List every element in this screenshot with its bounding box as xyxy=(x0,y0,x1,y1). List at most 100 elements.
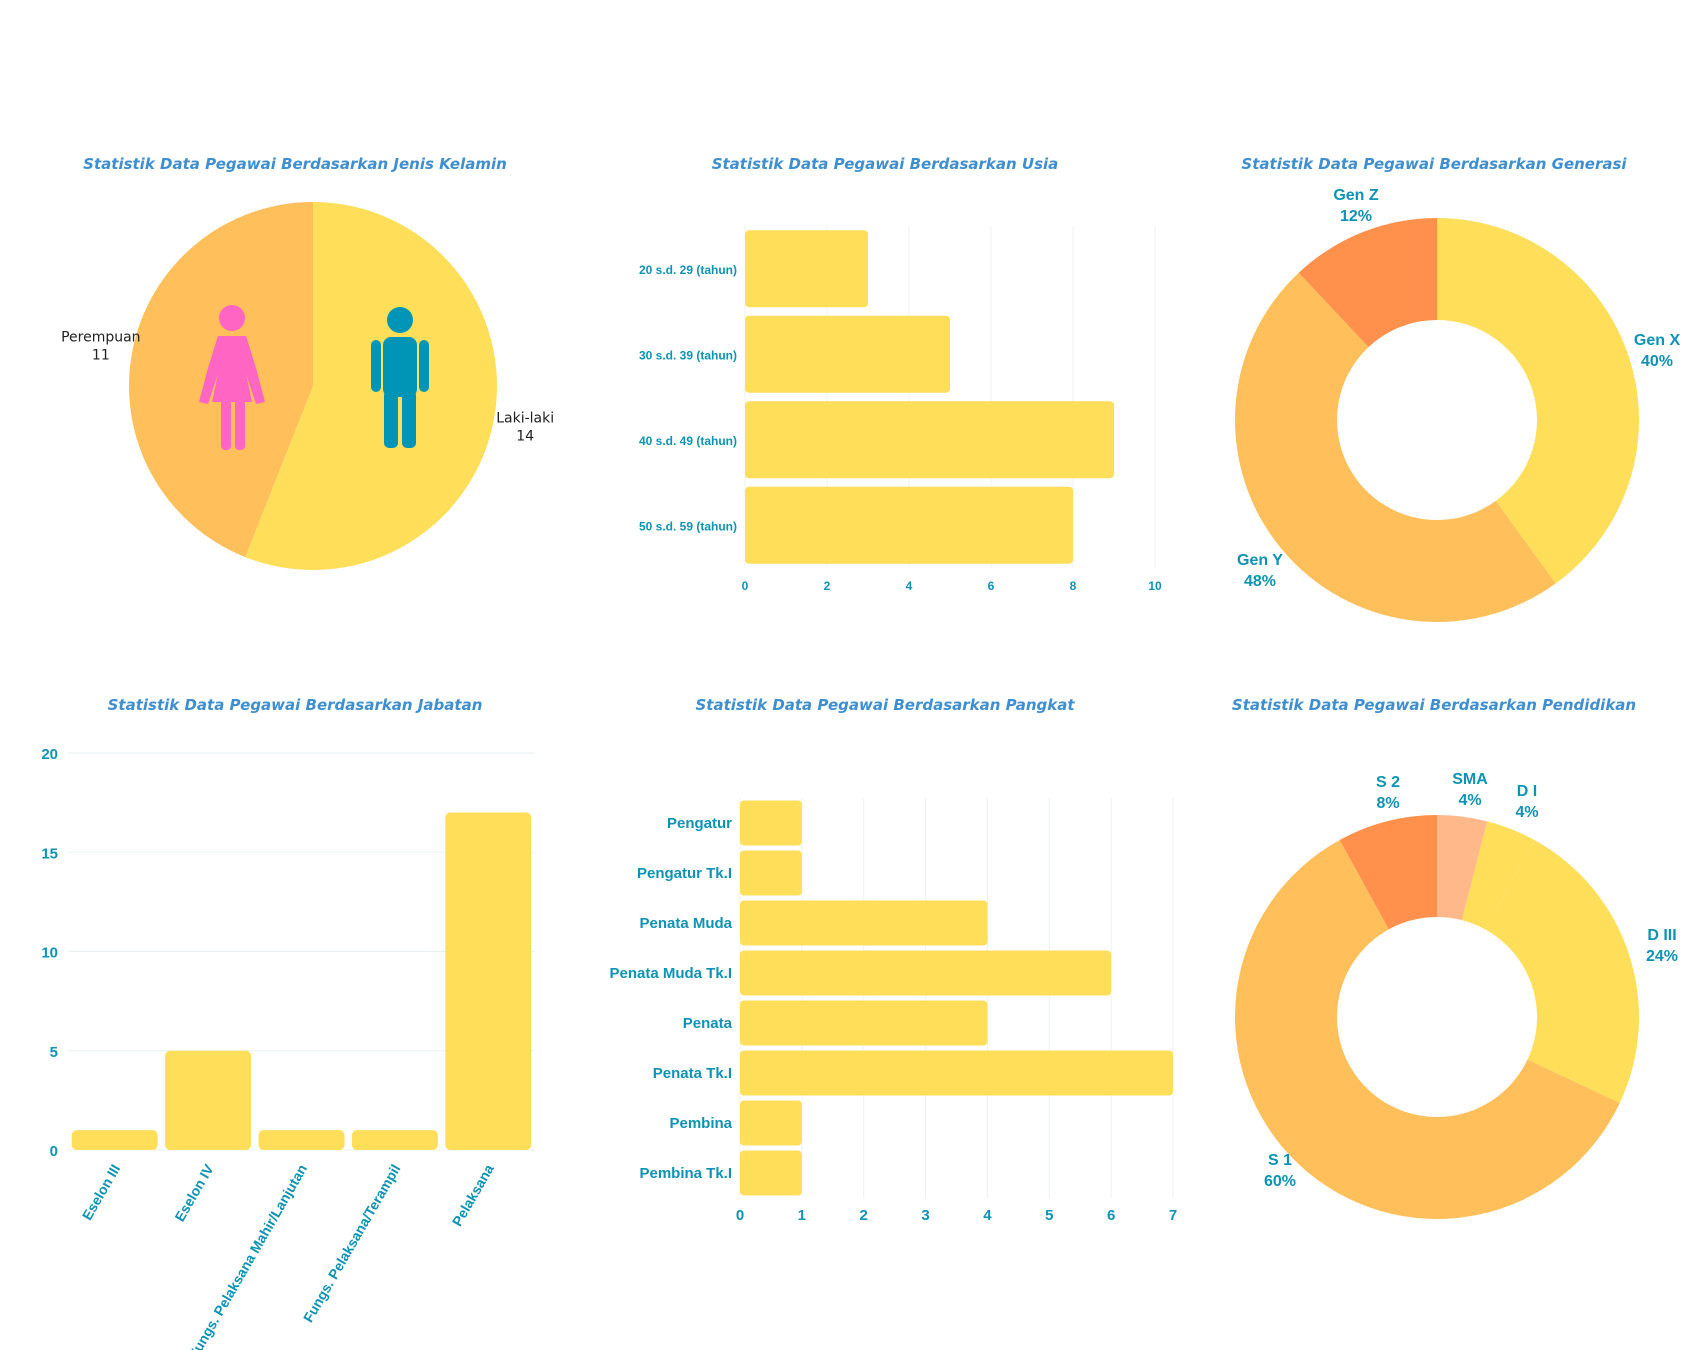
slice-value: 11 xyxy=(92,348,110,364)
x-tick-label: 0 xyxy=(742,579,749,593)
slice-value: 14 xyxy=(516,428,534,444)
donut-label: SMA xyxy=(1452,771,1488,788)
donut-label: S 2 xyxy=(1376,774,1400,791)
rank-chart-title: Statistik Data Pegawai Berdasarkan Pangk… xyxy=(695,696,1075,714)
donut-percent: 60% xyxy=(1264,1173,1296,1190)
y-tick-label: 20 xyxy=(41,746,58,763)
x-tick-label: 4 xyxy=(983,1207,992,1224)
donut-slice-s-2 xyxy=(1339,815,1437,930)
x-tick-label: 8 xyxy=(1070,579,1077,593)
donut-percent: 24% xyxy=(1646,948,1678,965)
x-tick-label: 6 xyxy=(1107,1207,1115,1224)
donut-label: Gen Y xyxy=(1237,552,1283,569)
category-label: 50 s.d. 59 (tahun) xyxy=(639,519,737,533)
bar-penata xyxy=(740,1000,988,1046)
donut-label: Gen Z xyxy=(1333,187,1379,204)
x-tick-label: 0 xyxy=(736,1207,744,1224)
x-tick-label: 1 xyxy=(798,1207,806,1224)
donut-percent: 4% xyxy=(1515,804,1538,821)
category-label: Eselon IV xyxy=(171,1161,217,1224)
donut-label: D I xyxy=(1517,783,1537,800)
age-chart: 0 2 4 6 8 10 20 s.d. 29 (tahun) 30 s.d. 39 (tah… xyxy=(639,226,1162,593)
donut-percent: 12% xyxy=(1340,208,1372,225)
donut-slice-sma xyxy=(1437,815,1488,921)
y-tick-label: 5 xyxy=(50,1044,58,1061)
category-label: 20 s.d. 29 (tahun) xyxy=(639,263,737,277)
x-tick-label: 7 xyxy=(1169,1207,1177,1224)
bar-pelaksana xyxy=(445,812,532,1150)
slice-label: Laki-laki xyxy=(496,410,554,426)
category-label: Pengatur xyxy=(667,815,732,832)
donut-slice-d-iii xyxy=(1485,839,1639,1104)
position-chart: 0 5 10 15 20 Eselon III Eselon IV Fungs. Pelaks… xyxy=(41,746,535,1350)
donut-percent: 40% xyxy=(1641,353,1673,370)
bar-pembina xyxy=(740,1100,802,1146)
x-tick-label: 6 xyxy=(988,579,995,593)
x-tick-label: 2 xyxy=(860,1207,868,1224)
bar-penata-muda-tk-i xyxy=(740,950,1112,996)
category-label: Penata Tk.I xyxy=(653,1065,732,1082)
gender-chart: Laki-laki 14 Perempuan 11 xyxy=(61,202,554,570)
generation-chart: Gen X 40% Gen Y 48% Gen Z 12% xyxy=(1235,187,1681,622)
age-chart-panel: Statistik Data Pegawai Berdasarkan Usia … xyxy=(590,0,1180,620)
bar-50-s-d-59-tahun xyxy=(745,486,1073,564)
bar-pengatur-tk-i xyxy=(740,850,802,896)
category-label: Pelaksana xyxy=(449,1161,497,1229)
x-tick-label: 5 xyxy=(1045,1207,1053,1224)
position-chart-title: Statistik Data Pegawai Berdasarkan Jabat… xyxy=(107,696,483,714)
bar-eselon-iii xyxy=(71,1130,158,1150)
position-chart-panel: Statistik Data Pegawai Berdasarkan Jabat… xyxy=(0,620,590,1350)
x-tick-label: 4 xyxy=(906,579,913,593)
donut-label: S 1 xyxy=(1268,1152,1292,1169)
category-label: 40 s.d. 49 (tahun) xyxy=(639,434,737,448)
category-label: Penata Muda xyxy=(639,915,732,932)
bar-eselon-iv xyxy=(165,1050,252,1150)
education-chart-panel: Statistik Data Pegawai Berdasarkan Pendi… xyxy=(1180,620,1688,1350)
bar-penata-tk-i xyxy=(740,1050,1173,1096)
donut-slice-gen-y xyxy=(1235,272,1556,622)
donut-label: Gen X xyxy=(1634,332,1681,349)
donut-slice-s-1 xyxy=(1235,839,1620,1219)
male-person-icon xyxy=(371,307,429,448)
y-tick-label: 10 xyxy=(41,945,58,962)
category-label: Penata Muda Tk.I xyxy=(609,965,732,982)
category-label: Pembina xyxy=(669,1115,732,1132)
donut-percent: 8% xyxy=(1376,795,1399,812)
category-label: Penata xyxy=(683,1015,733,1032)
slice-label: Perempuan xyxy=(61,330,140,346)
bar-20-s-d-29-tahun xyxy=(745,230,868,308)
bar-pembina-tk-i xyxy=(740,1150,802,1196)
x-tick-label: 10 xyxy=(1148,579,1162,593)
gender-chart-title: Statistik Data Pegawai Berdasarkan Jenis… xyxy=(83,155,507,173)
education-chart: SMA 4% D I 4% D III 24% S 1 60% S 2 8% xyxy=(1235,771,1678,1219)
gender-chart-panel: Statistik Data Pegawai Berdasarkan Jenis… xyxy=(0,0,590,620)
category-label: Fungs. Pelaksana/Terampil xyxy=(300,1162,404,1325)
category-label: Pembina Tk.I xyxy=(639,1165,732,1182)
bar-fungs-pelaksana-terampil xyxy=(351,1130,438,1150)
rank-chart-panel: Statistik Data Pegawai Berdasarkan Pangk… xyxy=(590,620,1180,1350)
bar-fungs-pelaksana-mahir-lanjutan xyxy=(258,1130,345,1150)
female-person-icon xyxy=(199,305,265,450)
bar-40-s-d-49-tahun xyxy=(745,401,1114,479)
donut-slice-d-i xyxy=(1461,821,1535,930)
x-tick-label: 3 xyxy=(921,1207,929,1224)
bar-penata-muda xyxy=(740,900,988,946)
y-tick-label: 0 xyxy=(50,1143,58,1160)
generation-chart-title: Statistik Data Pegawai Berdasarkan Gener… xyxy=(1241,155,1627,173)
bar-pengatur xyxy=(740,800,802,846)
donut-percent: 48% xyxy=(1244,573,1276,590)
y-tick-label: 15 xyxy=(41,845,58,862)
donut-label: D III xyxy=(1647,927,1676,944)
category-label: Pengatur Tk.I xyxy=(637,865,732,882)
bar-30-s-d-39-tahun xyxy=(745,315,950,393)
donut-percent: 4% xyxy=(1458,792,1481,809)
generation-chart-panel: Statistik Data Pegawai Berdasarkan Gener… xyxy=(1180,0,1688,622)
rank-chart: 0 1 2 3 4 5 6 7 Pengatur Pengatur Tk.I Penata Muda… xyxy=(609,798,1177,1224)
category-label: 30 s.d. 39 (tahun) xyxy=(639,348,737,362)
age-chart-title: Statistik Data Pegawai Berdasarkan Usia xyxy=(711,155,1059,173)
category-label: Eselon III xyxy=(79,1162,124,1223)
donut-slice-gen-x xyxy=(1437,218,1639,584)
education-chart-title: Statistik Data Pegawai Berdasarkan Pendi… xyxy=(1231,696,1637,714)
donut-slice-gen-z xyxy=(1298,218,1437,348)
x-tick-label: 2 xyxy=(824,579,831,593)
